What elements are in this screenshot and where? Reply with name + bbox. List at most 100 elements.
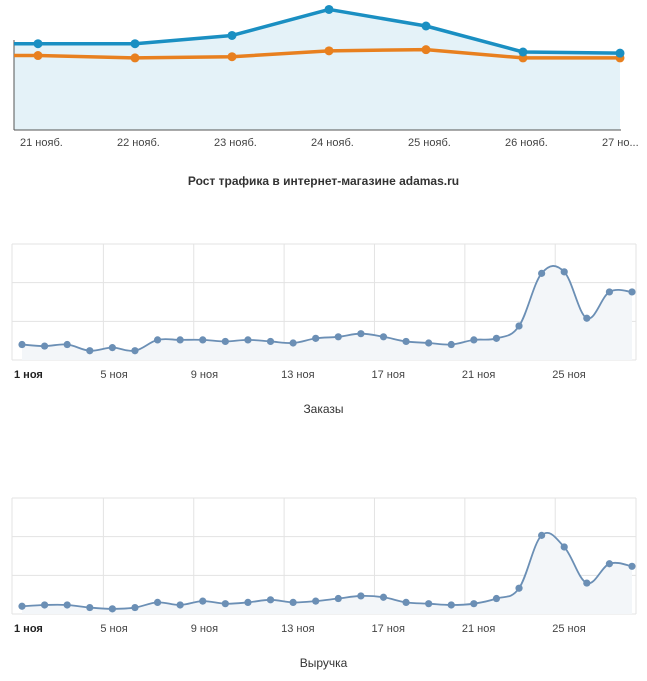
- orders-x-tick-label: 17 ноя: [371, 369, 404, 381]
- revenue-point-8: [199, 597, 207, 605]
- orders-point-15: [357, 330, 365, 338]
- traffic-x-tick-label: 24 нояб.: [311, 137, 354, 149]
- orders-point-24: [560, 268, 568, 276]
- traffic-point-s1-0: [33, 51, 43, 61]
- orders-area-fill: [22, 265, 632, 360]
- traffic-x-tick-label: 25 нояб.: [408, 137, 451, 149]
- traffic-point-s0-6: [615, 48, 625, 58]
- traffic-area-fill: [14, 9, 620, 131]
- orders-point-7: [176, 336, 184, 344]
- orders-chart: 1 ноя 5 ноя 9 ноя 13 ноя 17 ноя 21 ноя 25 ноя: [11, 243, 637, 381]
- revenue-point-0: [18, 602, 26, 610]
- traffic-chart: 21 нояб. 22 нояб. 23 нояб. 24 нояб. 25 нояб.…: [13, 4, 639, 149]
- traffic-point-s1-3: [324, 46, 334, 56]
- revenue-point-27: [628, 562, 636, 570]
- revenue-point-1: [40, 601, 49, 609]
- orders-point-8: [199, 336, 207, 344]
- revenue-x-tick-label: 25 ноя: [552, 623, 585, 635]
- orders-point-1: [40, 342, 49, 350]
- orders-chart-panel: 1 ноя 5 ноя 9 ноя 13 ноя 17 ноя 21 ноя 25 ноя …: [0, 236, 647, 426]
- revenue-point-10: [244, 598, 252, 606]
- revenue-chart-title: Выручка: [299, 656, 348, 670]
- orders-point-12: [289, 339, 297, 347]
- orders-x-tick-label: 9 ноя: [191, 369, 218, 381]
- orders-point-21: [492, 334, 501, 342]
- orders-point-10: [244, 336, 252, 344]
- revenue-point-9: [221, 600, 229, 608]
- traffic-x-tick-label: 23 нояб.: [214, 137, 257, 149]
- orders-point-11: [266, 337, 275, 346]
- orders-point-2: [63, 340, 71, 349]
- orders-point-16: [379, 333, 388, 341]
- orders-x-tick-label: 13 ноя: [281, 369, 314, 381]
- revenue-point-24: [560, 543, 568, 551]
- revenue-point-2: [63, 601, 71, 609]
- traffic-series-line-1: [14, 47, 620, 60]
- revenue-point-5: [131, 603, 139, 612]
- revenue-chart-panel: 1 ноя 5 ноя 9 ноя 13 ноя 17 ноя 21 ноя 25 ноя …: [0, 490, 647, 681]
- orders-x-tick-label: 21 ноя: [462, 369, 495, 381]
- orders-x-tick-label: 25 ноя: [552, 369, 585, 381]
- revenue-point-22: [515, 584, 523, 592]
- revenue-point-4: [108, 605, 116, 613]
- orders-point-20: [470, 336, 478, 344]
- orders-chart-title: Заказы: [303, 402, 344, 416]
- traffic-point-s1-4: [421, 45, 431, 55]
- traffic-point-s0-5: [518, 47, 528, 57]
- orders-point-19: [447, 340, 455, 349]
- traffic-series-line-0: [14, 7, 621, 55]
- orders-point-25: [583, 314, 591, 322]
- orders-point-26: [605, 288, 614, 296]
- revenue-point-21: [492, 594, 501, 603]
- orders-point-6: [153, 336, 162, 344]
- revenue-point-18: [425, 600, 433, 608]
- orders-point-27: [628, 288, 636, 296]
- revenue-point-16: [379, 593, 388, 601]
- orders-point-17: [402, 337, 410, 346]
- revenue-point-13: [312, 597, 320, 605]
- revenue-point-20: [470, 600, 478, 608]
- orders-series-line: [21, 265, 633, 352]
- traffic-point-s0-1: [130, 39, 140, 49]
- orders-point-14: [334, 333, 342, 341]
- orders-point-5: [131, 347, 139, 355]
- orders-point-18: [425, 339, 433, 347]
- traffic-point-s0-2: [227, 30, 237, 40]
- revenue-x-tick-label: 17 ноя: [371, 623, 404, 635]
- revenue-x-tick-label: 21 ноя: [462, 623, 495, 635]
- revenue-series-line: [21, 531, 633, 610]
- orders-point-23: [538, 269, 546, 277]
- traffic-chart-panel: 21 нояб. 22 нояб. 23 нояб. 24 нояб. 25 нояб.…: [0, 0, 647, 200]
- revenue-point-17: [402, 598, 410, 606]
- revenue-chart: 1 ноя 5 ноя 9 ноя 13 ноя 17 ноя 21 ноя 25 ноя: [11, 497, 637, 635]
- traffic-chart-title: Рост трафика в интернет-магазине adamas.…: [187, 174, 460, 188]
- revenue-point-6: [153, 598, 162, 606]
- traffic-point-s0-0: [33, 39, 43, 49]
- revenue-x-tick-label: 1 ноя: [14, 623, 43, 635]
- orders-point-0: [18, 340, 26, 349]
- revenue-x-tick-label: 13 ноя: [281, 623, 314, 635]
- orders-point-13: [312, 334, 320, 342]
- orders-x-tick-label: 5 ноя: [100, 369, 127, 381]
- traffic-x-tick-label: 22 нояб.: [117, 137, 160, 149]
- revenue-x-tick-label: 5 ноя: [100, 623, 127, 635]
- traffic-point-s0-4: [421, 21, 431, 31]
- revenue-point-26: [605, 560, 614, 568]
- revenue-point-19: [447, 601, 455, 609]
- revenue-point-25: [583, 579, 591, 587]
- revenue-point-23: [538, 531, 546, 539]
- traffic-point-s1-1: [130, 53, 140, 63]
- orders-point-22: [515, 322, 523, 330]
- orders-x-tick-label: 1 ноя: [14, 369, 43, 381]
- traffic-x-tick-label: 26 нояб.: [505, 137, 548, 149]
- revenue-point-11: [266, 596, 275, 604]
- traffic-point-s1-2: [227, 52, 237, 62]
- traffic-x-tick-label: 27 но...: [602, 137, 639, 149]
- revenue-point-14: [334, 594, 342, 603]
- revenue-area-fill: [22, 532, 632, 614]
- revenue-point-7: [176, 601, 184, 609]
- revenue-x-tick-label: 9 ноя: [191, 623, 218, 635]
- revenue-point-3: [86, 603, 94, 612]
- revenue-point-12: [289, 598, 297, 606]
- orders-point-3: [86, 347, 94, 355]
